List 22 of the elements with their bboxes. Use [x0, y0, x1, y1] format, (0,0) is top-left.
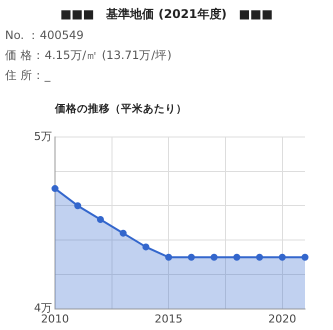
point: [256, 254, 264, 261]
point: [96, 216, 104, 223]
x-tick-label: 2020: [268, 312, 296, 326]
chart-title: ■■■ 基準地価 (2021年度) ■■■: [59, 6, 274, 23]
x-tick-label: 2015: [154, 312, 183, 326]
text: 住 所：_: [5, 68, 50, 83]
point: [278, 254, 286, 261]
point: [165, 254, 172, 261]
point: [120, 230, 127, 237]
y-tick-label: 5万: [34, 130, 52, 143]
point: [210, 254, 218, 261]
x-tick-label: 2010: [41, 312, 69, 326]
point: [74, 202, 82, 210]
point: [52, 185, 58, 192]
text: 価 格：4.15万/㎡ (13.71万/坪): [5, 48, 172, 63]
y-tick-label: 4万: [34, 302, 52, 315]
chart-subtitle: 価格の推移（平米あたり）: [55, 102, 187, 116]
point: [233, 254, 240, 261]
point: [188, 254, 195, 261]
point: [142, 243, 150, 250]
point: [302, 254, 308, 261]
text: No. ：400549: [5, 28, 84, 43]
